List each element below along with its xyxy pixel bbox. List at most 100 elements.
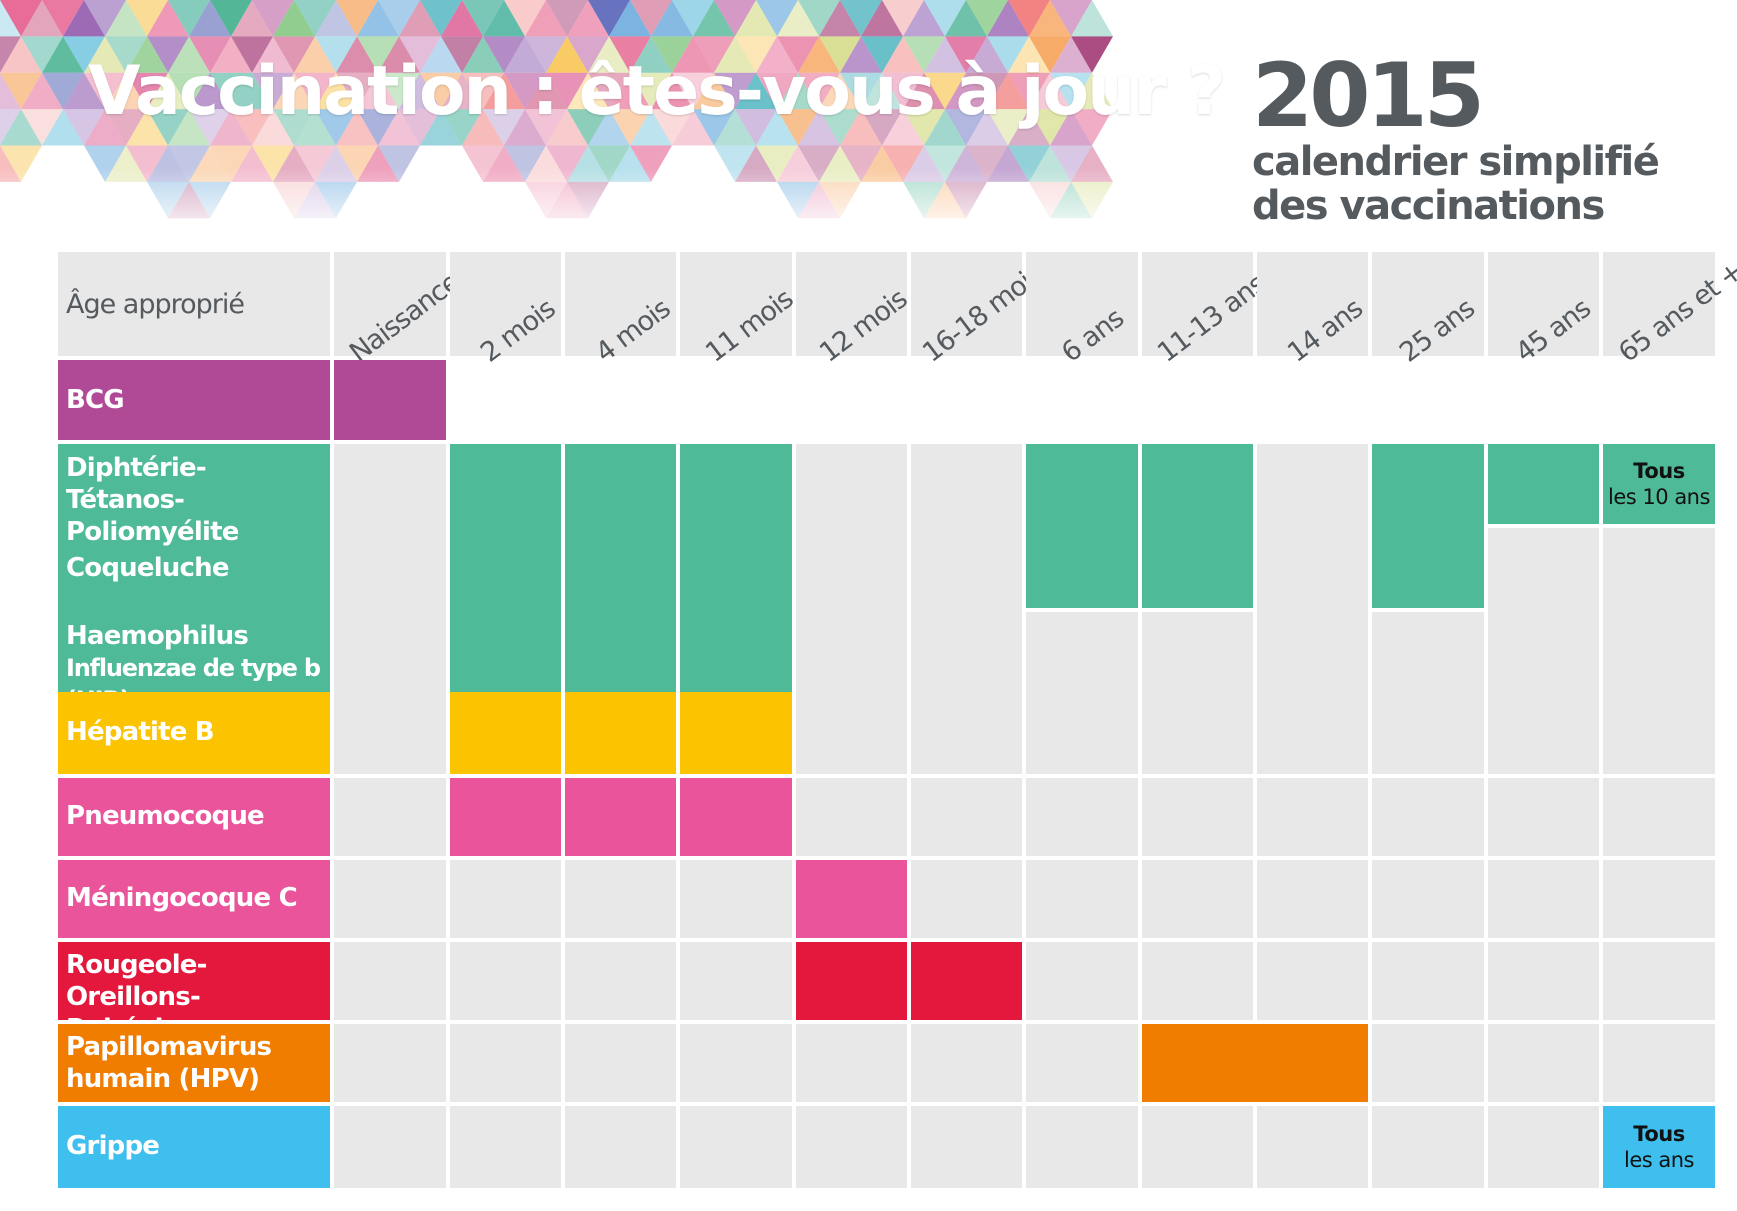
grippe-45-ans (1488, 1106, 1599, 1188)
grippe-4-mois (565, 1106, 676, 1188)
age-col-16-18-mois: 16-18 mois (911, 252, 1049, 369)
hexagon-pattern-banner (0, 0, 1200, 240)
age-col-6-ans: 6 ans (1026, 252, 1138, 369)
subtitle-line-1: calendrier simplifié (1252, 139, 1660, 185)
menc-6-ans (1026, 860, 1138, 938)
menc-11-13-ans (1142, 860, 1253, 938)
vaccine-label-ror: Rougeole-Oreillons-Rubéole (58, 942, 330, 1044)
hpv-11-mois (680, 1024, 792, 1102)
dtp-16-18-mois (911, 444, 1022, 692)
vaccine-name: Pneumocoque (66, 801, 265, 831)
ror-naissance (334, 942, 446, 1020)
hepb-6-ans (1026, 692, 1138, 774)
menc-11-mois (680, 860, 792, 938)
hpv-45-ans (1488, 1024, 1599, 1102)
dtp-11-13-ans (1142, 444, 1253, 608)
hpv-65-ans (1603, 1024, 1715, 1102)
banner-fade (0, 0, 1200, 240)
hpv-naissance (334, 1024, 446, 1102)
hepb-naissance (334, 692, 446, 774)
hpv-25-ans (1372, 1024, 1484, 1102)
vaccine-name-hib: Haemophilus (66, 621, 249, 651)
grippe-11-mois (680, 1106, 792, 1188)
subtitle-line-2: des vaccinations (1252, 183, 1605, 229)
dtp-6-ans-rest (1026, 612, 1138, 692)
ror-25-ans (1372, 942, 1484, 1020)
age-label: 11 mois (700, 283, 799, 369)
age-col-naissance: Naissance (334, 252, 465, 369)
ror-12-mois (796, 942, 907, 1020)
pneumo-12-mois (796, 778, 907, 856)
vaccine-name: Hépatite B (66, 717, 215, 747)
ror-11-13-ans (1142, 942, 1253, 1020)
hpv-6-ans (1026, 1024, 1138, 1102)
age-label: 2 mois (475, 293, 561, 369)
age-header-cell: Âge approprié (58, 252, 330, 356)
dtp-12-mois (796, 444, 907, 692)
menc-4-mois (565, 860, 676, 938)
pneumo-25-ans (1372, 778, 1484, 856)
age-col-14-ans: 14 ans (1257, 252, 1368, 369)
age-col-45-ans: 45 ans (1488, 252, 1599, 369)
hepb-25-ans (1372, 692, 1484, 774)
age-label: 4 mois (590, 293, 676, 369)
grippe-2-mois (450, 1106, 561, 1188)
bcg-naissance (334, 360, 446, 440)
hepb-11-13-ans (1142, 692, 1253, 774)
hepb-4-mois (565, 692, 676, 774)
age-label: Naissance (344, 266, 466, 369)
age-header-label: Âge approprié (66, 288, 245, 320)
age-col-4-mois: 4 mois (565, 252, 676, 369)
grippe-65-ans: Tous les ans (1603, 1106, 1715, 1188)
age-col-2-mois: 2 mois (450, 252, 561, 369)
vaccine-name-dtp: Diphtérie-Tétanos-Poliomyélite (66, 453, 239, 547)
hpv-16-18-mois (911, 1024, 1022, 1102)
dtp-25-ans (1372, 444, 1484, 608)
hepb-12-mois (796, 692, 907, 774)
ror-2-mois (450, 942, 561, 1020)
pneumo-65-ans (1603, 778, 1715, 856)
subtitle: calendrier simplifié des vaccinations (1252, 139, 1660, 229)
menc-65-ans (1603, 860, 1715, 938)
age-label: 65 ans et + (1613, 255, 1737, 369)
vaccine-label-hpv: Papillomavirus humain (HPV) (58, 1024, 330, 1102)
pneumo-14-ans (1257, 778, 1368, 856)
dtp-2-mois (450, 444, 561, 692)
note-line-2: les ans (1624, 1148, 1695, 1172)
dtp-6-ans (1026, 444, 1138, 608)
vaccine-label-hepatite-b: Hépatite B (58, 692, 330, 774)
grippe-6-ans (1026, 1106, 1138, 1188)
menc-25-ans (1372, 860, 1484, 938)
grippe-naissance (334, 1106, 446, 1188)
pneumo-6-ans (1026, 778, 1138, 856)
vaccine-label-bcg: BCG (58, 360, 330, 440)
age-label: 45 ans (1510, 293, 1597, 369)
pneumo-2-mois (450, 778, 561, 856)
hepb-2-mois (450, 692, 561, 774)
dtp-45-ans (1488, 444, 1599, 524)
dtp-25-ans-rest (1372, 612, 1484, 692)
dtp-65-ans: Tous les 10 ans (1603, 444, 1715, 524)
grippe-14-ans (1257, 1106, 1368, 1188)
age-col-25-ans: 25 ans (1372, 252, 1484, 369)
note-line-1: Tous (1633, 1122, 1685, 1146)
pneumo-11-13-ans (1142, 778, 1253, 856)
year-heading: 2015 (1252, 44, 1485, 147)
pneumo-45-ans (1488, 778, 1599, 856)
hepb-11-mois (680, 692, 792, 774)
vaccine-name: Grippe (66, 1131, 160, 1161)
grippe-65-note: Tous les ans (1603, 1106, 1715, 1188)
hpv-2-mois (450, 1024, 561, 1102)
age-label: 11-13 ans (1152, 268, 1272, 369)
hepb-65-ans (1603, 692, 1715, 774)
vaccine-label-dtp-group: Diphtérie-Tétanos-Poliomyélite Coqueluch… (58, 444, 330, 714)
age-label: 14 ans (1282, 293, 1369, 369)
ror-4-mois (565, 942, 676, 1020)
age-col-11-mois: 11 mois (680, 252, 799, 369)
pneumo-16-18-mois (911, 778, 1022, 856)
grippe-16-18-mois (911, 1106, 1022, 1188)
page-title: Vaccination : êtes-vous à jour ? (88, 52, 1226, 131)
age-label: 12 mois (814, 283, 913, 369)
note-line-2: les 10 ans (1608, 485, 1710, 509)
dtp-naissance (334, 444, 446, 692)
